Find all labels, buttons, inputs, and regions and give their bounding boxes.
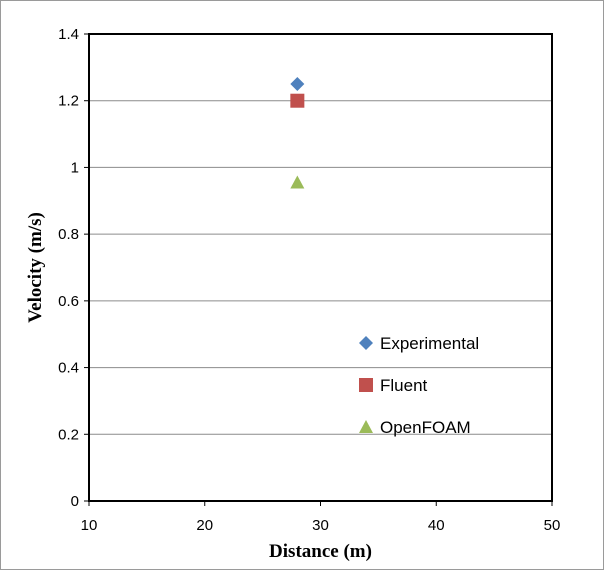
y-tick-label: 0.8 xyxy=(58,226,79,243)
legend-label-fluent: Fluent xyxy=(380,376,428,395)
experimental-data-point xyxy=(290,77,305,92)
x-tick-label: 50 xyxy=(544,517,561,534)
legend-marker-openfoam xyxy=(359,420,373,433)
y-tick-label: 1.4 xyxy=(58,26,79,43)
x-tick-label: 30 xyxy=(312,517,329,534)
legend: Experimental Fluent OpenFOAM xyxy=(359,334,479,437)
legend-label-experimental: Experimental xyxy=(380,334,479,353)
x-axis-title: Distance (m) xyxy=(269,541,372,562)
x-tick-label: 10 xyxy=(81,517,98,534)
y-tick-label: 0.6 xyxy=(58,293,79,310)
y-tick-label: 1 xyxy=(71,159,79,176)
y-tick-label: 1.2 xyxy=(58,93,79,110)
x-tick-label: 40 xyxy=(428,517,445,534)
y-tick-label: 0 xyxy=(71,493,79,510)
openfoam-data-point xyxy=(290,175,305,189)
y-tick-label: 0.4 xyxy=(58,360,79,377)
axis-ticks: 0 0.2 0.4 0.6 0.8 1 1.2 1.4 10 20 30 40 50 xyxy=(58,26,560,534)
fluent-data-point xyxy=(290,93,305,108)
data-points xyxy=(290,77,305,189)
x-tick-label: 20 xyxy=(196,517,213,534)
grid-lines xyxy=(89,100,552,435)
legend-marker-fluent xyxy=(359,378,373,392)
plot-area xyxy=(88,33,553,502)
legend-label-openfoam: OpenFOAM xyxy=(380,418,471,437)
legend-marker-experimental xyxy=(359,336,373,350)
y-axis-title: Velocity (m/s) xyxy=(25,212,46,323)
y-tick-label: 0.2 xyxy=(58,426,79,443)
